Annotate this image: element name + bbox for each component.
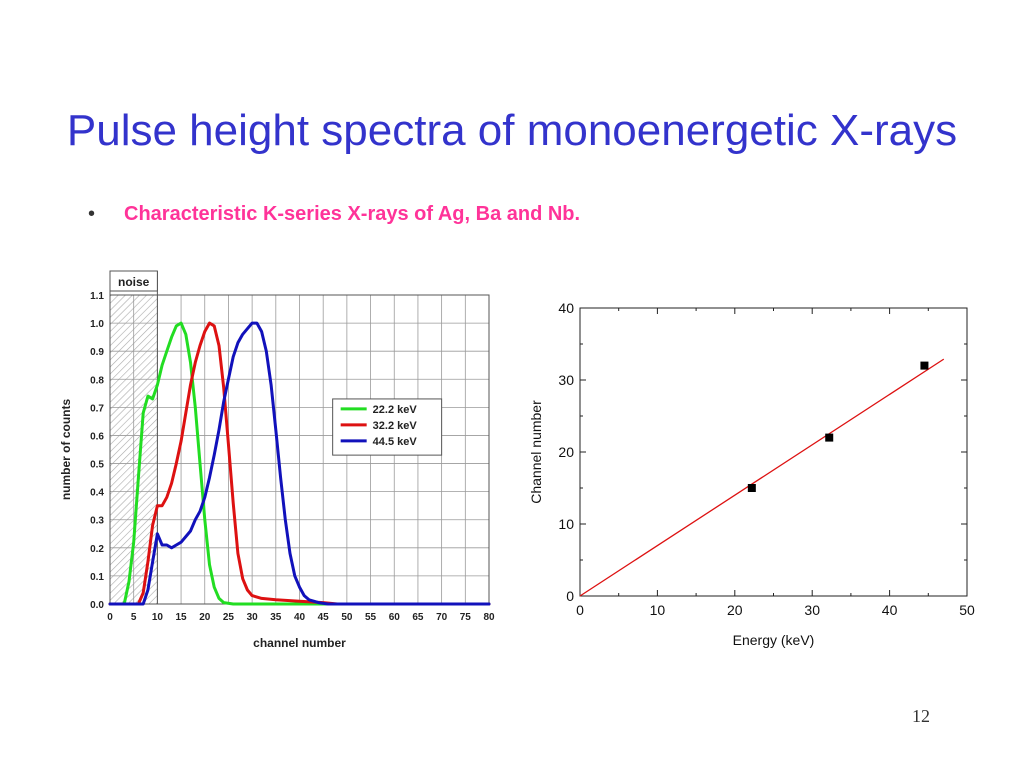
channel-vs-energy-chart: 0 10 20 30 40 50 0 10 20 30 40 Energy (keV) Channel … bbox=[528, 300, 975, 648]
y-axis-label: number of counts bbox=[59, 399, 73, 501]
x-tick-label: 20 bbox=[199, 612, 211, 623]
y-tick-label: 1.1 bbox=[90, 291, 104, 302]
x-axis-label: channel number bbox=[253, 636, 346, 650]
y-tick-label: 0 bbox=[566, 588, 574, 604]
bullet-dot-icon: • bbox=[88, 203, 96, 225]
y-tick-label: 30 bbox=[558, 372, 574, 388]
bullet-text: Characteristic K-series X-rays of Ag, Ba… bbox=[124, 203, 581, 225]
y-tick-label: 0.9 bbox=[90, 347, 104, 358]
x-tick-label: 30 bbox=[804, 602, 820, 618]
y-tick-label: 20 bbox=[558, 444, 574, 460]
fit-line bbox=[579, 358, 945, 597]
series-line-1 bbox=[108, 321, 491, 606]
x-tick-label: 50 bbox=[341, 612, 353, 623]
bullet-item: • Characteristic K-series X-rays of Ag, B… bbox=[88, 203, 580, 226]
y-tick-label: 10 bbox=[558, 516, 574, 532]
x-tick-label: 50 bbox=[959, 602, 975, 618]
x-tick-label: 10 bbox=[650, 602, 666, 618]
plot-frame bbox=[579, 307, 968, 597]
y-tick-label: 0.7 bbox=[90, 403, 104, 414]
slide-title: Pulse height spectra of monoenergetic X-… bbox=[66, 106, 958, 155]
y-axis-label: Channel number bbox=[528, 400, 544, 504]
x-tick-label: 55 bbox=[365, 612, 377, 623]
x-tick-label: 70 bbox=[436, 612, 448, 623]
y-tick-label: 1.0 bbox=[90, 319, 104, 330]
series-line-2 bbox=[108, 321, 491, 606]
x-tick-label: 5 bbox=[131, 612, 137, 623]
pulse-height-spectra-chart: noise 0 5 10 15 20 25 30 35 40 45 50 55 60 65 70 75 80 0.0… bbox=[59, 270, 495, 650]
y-tick-label: 0.6 bbox=[90, 431, 104, 442]
data-point bbox=[920, 361, 929, 370]
page-number: 12 bbox=[912, 706, 930, 726]
x-tick-label: 0 bbox=[107, 612, 113, 623]
y-tick-label: 0.8 bbox=[90, 375, 104, 386]
x-tick-label: 65 bbox=[412, 612, 424, 623]
x-tick-label: 35 bbox=[270, 612, 282, 623]
x-tick-label: 10 bbox=[152, 612, 164, 623]
x-tick-label: 0 bbox=[576, 602, 584, 618]
x-tick-label: 40 bbox=[882, 602, 898, 618]
x-tick-label: 40 bbox=[294, 612, 306, 623]
y-tick-label: 0.2 bbox=[90, 544, 104, 555]
x-tick-label: 45 bbox=[318, 612, 330, 623]
data-point bbox=[747, 484, 756, 492]
legend-label: 44.5 keV bbox=[373, 436, 418, 448]
data-point bbox=[825, 433, 834, 442]
noise-label-box bbox=[109, 270, 158, 292]
y-tick-label: 0.5 bbox=[90, 460, 104, 471]
y-tick-label: 0.3 bbox=[90, 516, 104, 527]
noise-label: noise bbox=[118, 275, 150, 289]
y-tick-label: 0.0 bbox=[90, 600, 104, 611]
x-tick-label: 15 bbox=[176, 612, 188, 623]
x-tick-label: 30 bbox=[247, 612, 259, 623]
y-tick-label: 0.4 bbox=[90, 488, 104, 499]
y-tick-label: 40 bbox=[558, 300, 574, 316]
legend-label: 32.2 keV bbox=[373, 420, 418, 432]
x-tick-label: 75 bbox=[460, 612, 472, 623]
x-tick-label: 60 bbox=[389, 612, 401, 623]
series-line-3 bbox=[108, 321, 491, 606]
x-tick-label: 20 bbox=[727, 602, 743, 618]
legend-label: 22.2 keV bbox=[373, 404, 418, 416]
y-tick-label: 0.1 bbox=[90, 572, 104, 583]
x-tick-label: 25 bbox=[223, 612, 235, 623]
x-tick-label: 80 bbox=[483, 612, 495, 623]
x-axis-label: Energy (keV) bbox=[733, 632, 815, 648]
